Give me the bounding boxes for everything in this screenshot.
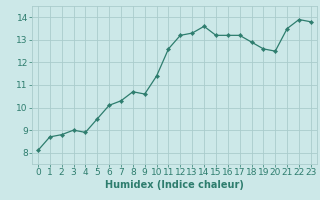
X-axis label: Humidex (Indice chaleur): Humidex (Indice chaleur) [105, 180, 244, 190]
